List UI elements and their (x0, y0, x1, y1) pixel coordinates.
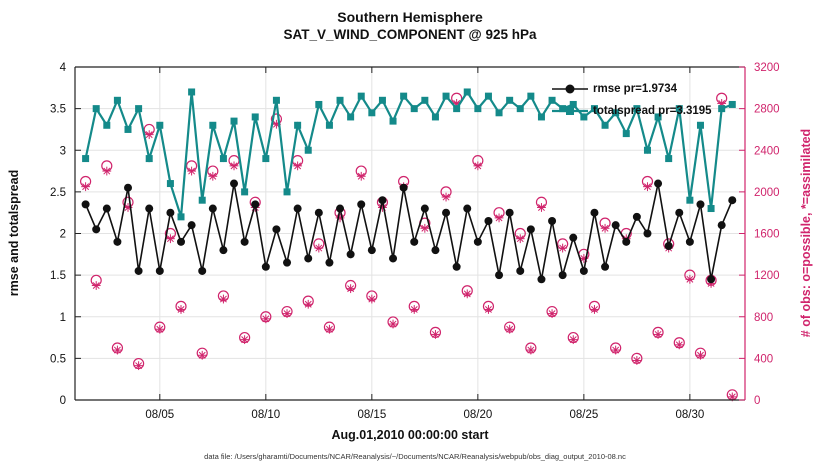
svg-text:08/30: 08/30 (675, 409, 704, 421)
chart-legend: rmse pr=1.9734 totalspread pr=3.3195 (552, 78, 712, 122)
legend-item-rmse: rmse pr=1.9734 (552, 78, 712, 100)
legend-label-rmse: rmse pr=1.9734 (593, 83, 678, 95)
x-axis-label: Aug.01,2010 00:00:00 start (331, 428, 489, 442)
totalspread-line-marker-icon (552, 107, 588, 115)
svg-text:3200: 3200 (754, 62, 780, 74)
svg-text:08/15: 08/15 (357, 409, 386, 421)
data-file-caption: data file: /Users/gharamti/Documents/NCA… (204, 452, 626, 461)
legend-label-totalspread: totalspread pr=3.3195 (593, 105, 712, 117)
svg-text:1200: 1200 (754, 270, 780, 282)
svg-text:3: 3 (60, 145, 66, 157)
svg-text:1600: 1600 (754, 229, 780, 241)
svg-text:0: 0 (60, 395, 66, 407)
svg-text:08/20: 08/20 (463, 409, 492, 421)
svg-text:2.5: 2.5 (50, 187, 66, 199)
svg-text:0: 0 (754, 395, 760, 407)
svg-text:4: 4 (60, 62, 67, 74)
svg-text:08/10: 08/10 (251, 409, 280, 421)
svg-text:2000: 2000 (754, 187, 780, 199)
chart-subtitle: SAT_V_WIND_COMPONENT @ 925 hPa (283, 27, 537, 42)
svg-text:0.5: 0.5 (50, 353, 66, 365)
svg-text:2400: 2400 (754, 145, 780, 157)
svg-text:800: 800 (754, 312, 773, 324)
svg-text:08/05: 08/05 (145, 409, 174, 421)
svg-text:1: 1 (60, 312, 66, 324)
legend-item-totalspread: totalspread pr=3.3195 (552, 100, 712, 122)
rmse-line-marker-icon (552, 84, 588, 94)
chart-title: Southern Hemisphere (337, 9, 483, 25)
svg-text:3.5: 3.5 (50, 104, 66, 116)
svg-text:400: 400 (754, 353, 773, 365)
svg-text:08/25: 08/25 (569, 409, 598, 421)
chart-title-block: Southern Hemisphere SAT_V_WIND_COMPONENT… (75, 8, 745, 44)
svg-text:1.5: 1.5 (50, 270, 66, 282)
svg-text:2800: 2800 (754, 104, 780, 116)
svg-text:2: 2 (60, 229, 66, 241)
